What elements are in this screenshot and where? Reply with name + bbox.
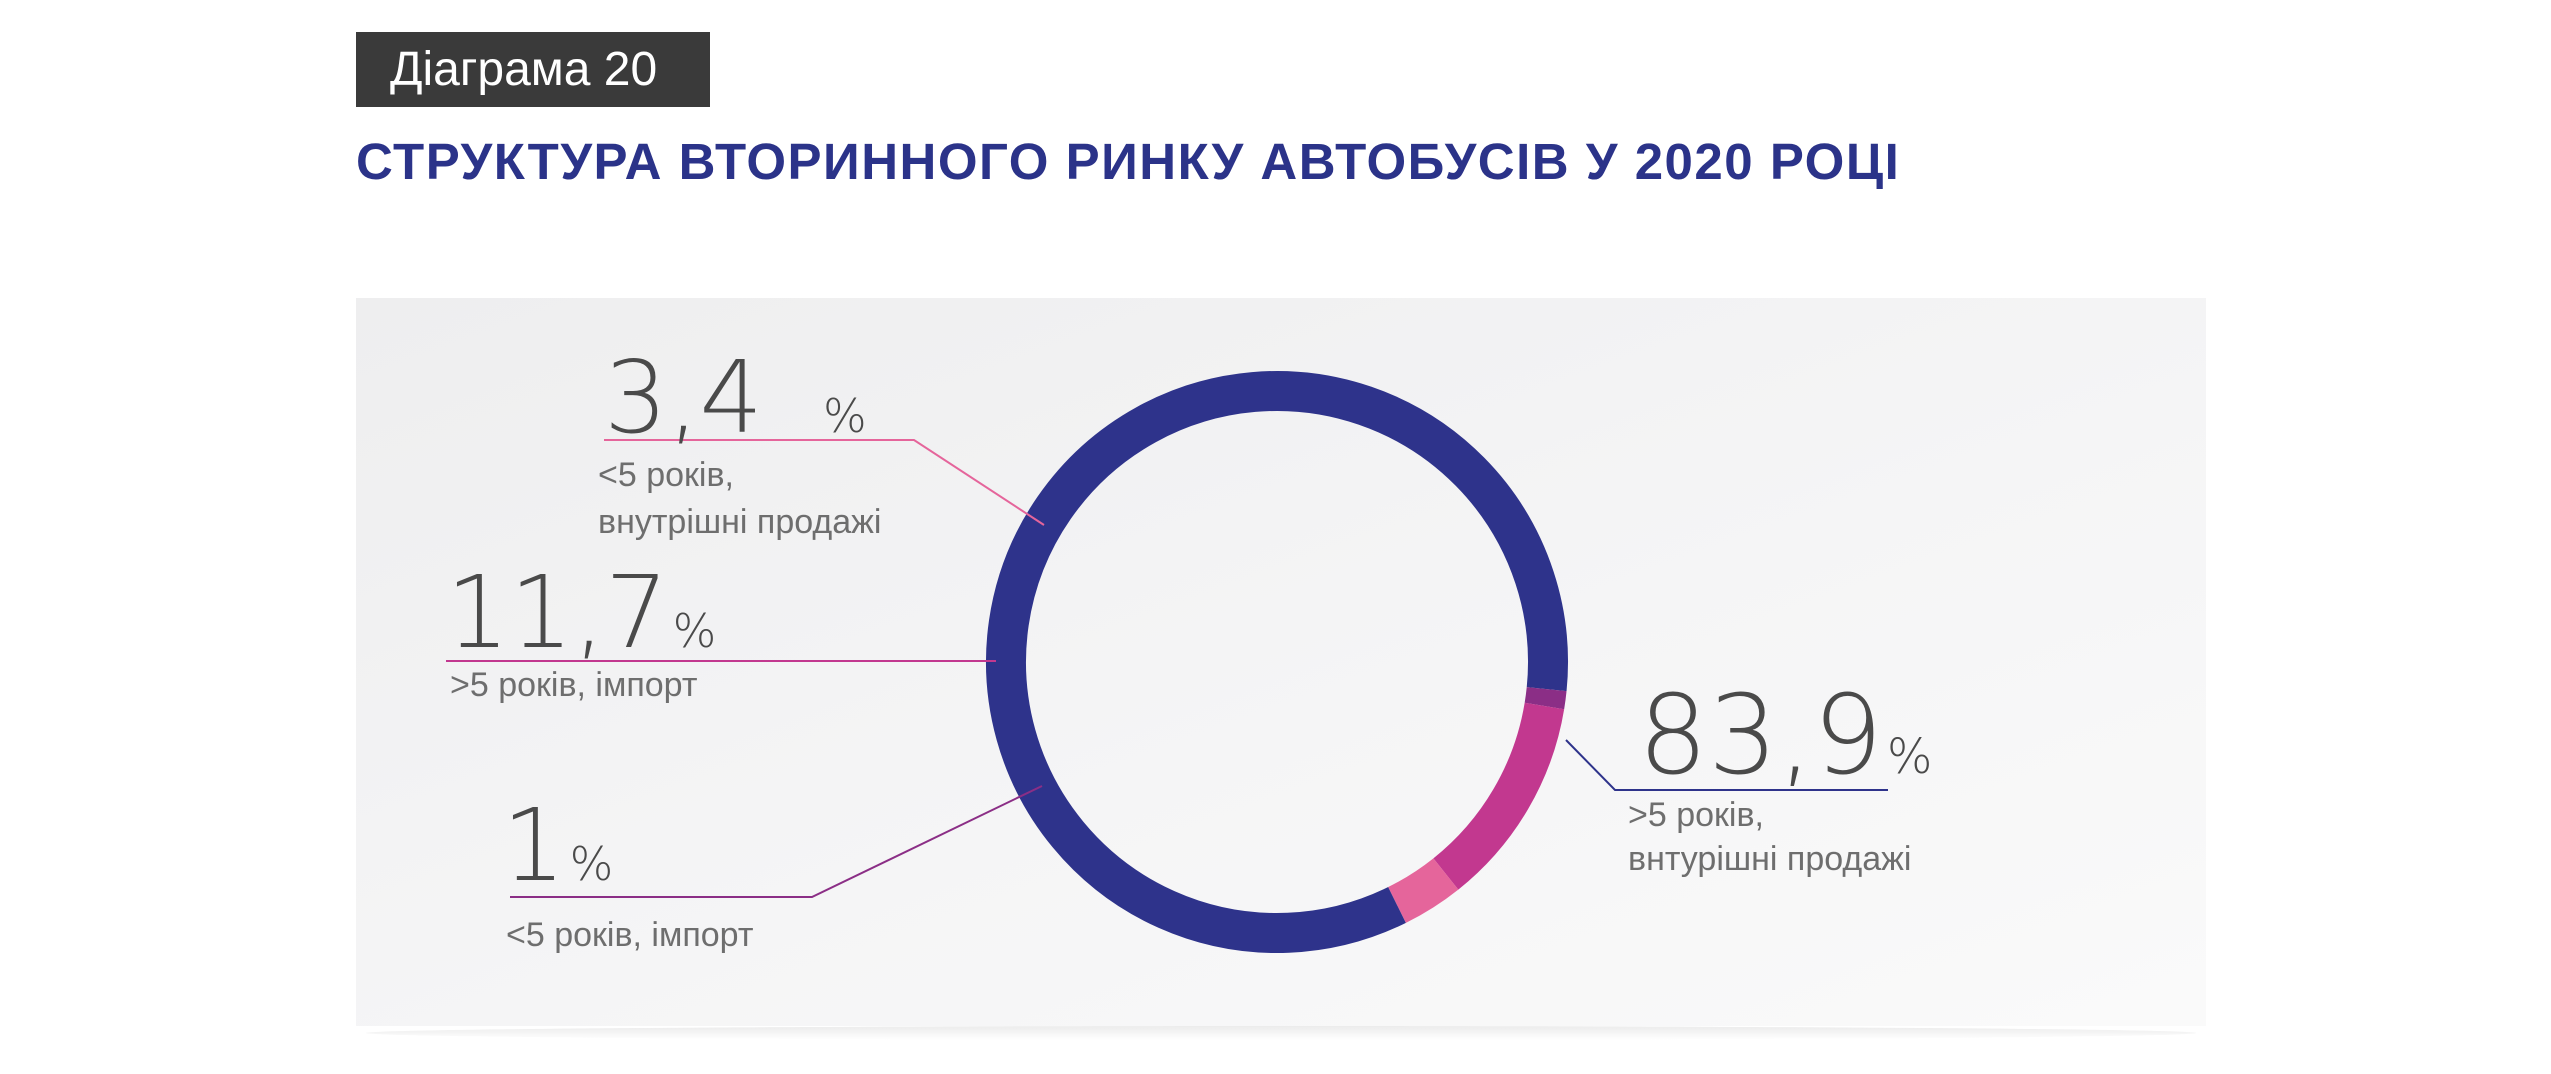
donut-slice-0 bbox=[986, 371, 1568, 953]
value-label-2: 11,7% bbox=[446, 554, 716, 671]
value-label-0: 83,9% bbox=[1638, 671, 1933, 799]
donut-slice-3 bbox=[1387, 858, 1459, 923]
value-unit-3: % bbox=[823, 389, 867, 443]
value-unit-2: % bbox=[673, 604, 717, 658]
value-number-2: 11,7 bbox=[446, 554, 669, 671]
value-number-3: 3,4 bbox=[604, 339, 763, 456]
category-label-3-0: <5 років, bbox=[598, 456, 734, 494]
chart-title: СТРУКТУРА ВТОРИННОГО РИНКУ АВТОБУСІВ У 2… bbox=[356, 133, 1901, 190]
category-label-2-0: >5 років, імпорт bbox=[450, 666, 697, 704]
chart-number-tag: Діаграма 20 bbox=[356, 32, 710, 107]
callout-line-3 bbox=[604, 439, 1045, 526]
value-number-1: 1 bbox=[502, 787, 566, 904]
category-label-1-0: <5 років, імпорт bbox=[506, 916, 753, 954]
value-label-1: 1% bbox=[502, 787, 613, 904]
category-label-3-1: внутрішні продажі bbox=[598, 503, 881, 541]
donut-slice-2 bbox=[1433, 702, 1565, 890]
value-unit-1: % bbox=[570, 837, 614, 891]
category-label-0-1: внтурішні продажі bbox=[1628, 840, 1911, 878]
callout-line-1 bbox=[510, 785, 1043, 898]
category-label-0-0: >5 років, bbox=[1628, 796, 1764, 834]
callout-line-0 bbox=[1565, 739, 1888, 791]
value-unit-0: % bbox=[1887, 729, 1933, 785]
value-number-0: 83,9 bbox=[1638, 671, 1883, 799]
donut-slice-1 bbox=[1524, 686, 1567, 710]
value-label-3: 3,4% bbox=[604, 339, 867, 456]
panel-shadow bbox=[366, 1026, 2196, 1040]
donut-ring bbox=[986, 371, 1568, 953]
